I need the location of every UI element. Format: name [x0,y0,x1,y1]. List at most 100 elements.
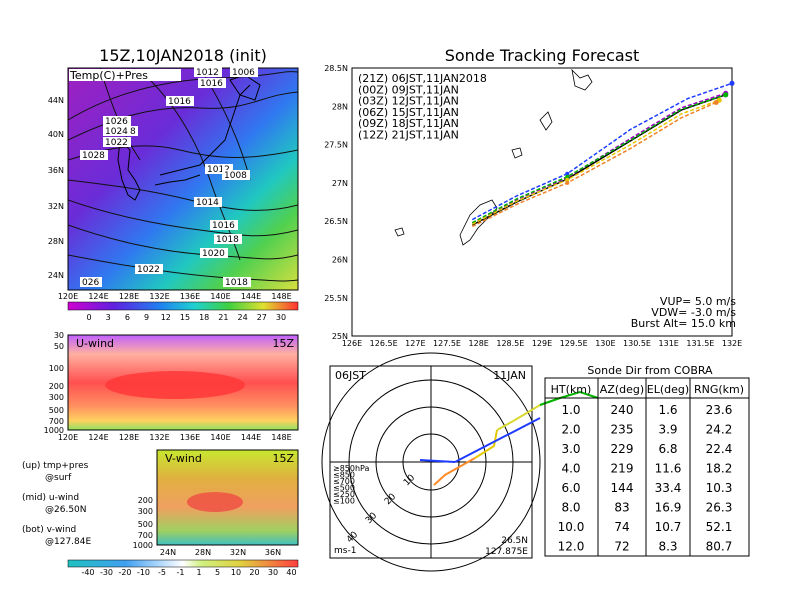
isobar-label: 1016 [200,79,223,89]
track-lat-label: 27.5N [324,141,348,150]
colorbar-tick: -20 [118,568,131,577]
table-header-cell: HT(km) [551,383,592,396]
track-series-line [471,94,726,226]
table-cell: 235 [611,423,634,437]
table-cell: 11.6 [655,462,682,476]
colorbar-tick: -5 [158,568,166,577]
isobar-label-bg [166,96,194,106]
map-lon-label: 128E [119,292,139,301]
track-lat-label: 25.5N [324,294,348,303]
param-vup: VUP= 5.0 m/s [660,295,736,308]
map-lon-label: 124E [88,292,108,301]
table-header: HT(km) AZ(deg) EL(deg) RNG(km) [551,383,744,396]
track-frame [351,67,733,337]
map-lat-label: 36N [48,166,64,175]
colorbar-tick: 0 [86,313,91,322]
u-lon-label: 148E [271,433,291,442]
map-label: Temp(C)+Pres [69,69,148,82]
table-cell: 3.0 [561,442,580,456]
colorbar-tick: 24 [238,313,248,322]
polar-right-label: 11JAN [493,369,526,382]
isobar-label-bg [128,126,138,136]
isobar-label-bg [103,116,131,126]
colorbar-tick: 12 [161,313,171,322]
isobar-label: 8 [130,127,136,137]
isobar-label: 1028 [82,151,105,161]
track-lat-label: 26.5N [324,217,348,226]
table-cell: 24.2 [706,423,733,437]
isobar-label: 1018 [216,235,239,245]
table-cell: 1.0 [561,403,580,417]
map-lon-label: 120E [58,292,78,301]
u-lon-label: 140E [210,433,230,442]
colorbar-tick: -10 [137,568,150,577]
v-wind-lat-labels: 24N 28N 32N 36N [160,548,281,557]
map-lat-label: 32N [48,202,64,211]
track-lon-labels: 126E 126.5E 127E 127.5E 128E 128.5E 129E 129.5E… [342,339,742,348]
track-legend-entry: (09Z) 18JST,11JAN [358,117,459,130]
map-lat-label: 40N [48,130,64,139]
polar-lat: 26.5N [501,536,528,546]
track-lon-label: 127.5E [433,339,461,348]
isobar-label: 1020 [202,249,225,259]
note-mid-2: @26.50N [45,505,87,515]
track-series-line [471,99,720,225]
track-lat-label: 28N [332,102,348,111]
table-cell: 219 [611,462,634,476]
track-series-line [471,101,717,228]
table-cell: 1.6 [658,403,677,417]
u-wind-lon-labels: 120E 124E 128E 132E 136E 140E 144E 148E [58,433,292,442]
polar-units: ms-1 [334,546,356,556]
map-lon-label: 148E [271,292,291,301]
table-cell: 3.9 [658,423,677,437]
isobar-label-bg [198,78,226,88]
track-lon-label: 130E [595,339,615,348]
isobar-label-bg [230,67,258,77]
track-lon-label: 130.5E [623,339,651,348]
table-header-cell: RNG(km) [694,383,744,396]
polar-panel: 10 20 30 40 06JST 11JAN ≥850hPa≤850≤700≤… [321,352,599,572]
isobar-label: 1026 [105,117,128,127]
isobar-label: 1014 [196,198,219,208]
param-vdw: VDW= -3.0 m/s [651,306,736,319]
colorbar-tick: 9 [144,313,149,322]
u-wind-time: 15Z [272,337,294,350]
u-wind-frame [67,334,299,431]
polar-left-label: 06JST [335,369,366,382]
map-title: 15Z,10JAN2018 (init) [99,46,267,65]
table-frame [544,377,750,557]
u-lon-label: 132E [149,433,169,442]
cobra-title: Sonde Dir from COBRA [587,364,713,377]
table-cell: 8.0 [561,501,580,515]
u-lon-label: 136E [180,433,200,442]
isobar-label: 1016 [168,97,191,107]
isobar-label-bg [194,67,222,77]
u-lon-label: 144E [241,433,261,442]
map-lon-label: 144E [241,292,261,301]
table-cell: 144 [611,481,634,495]
isobar-label-bg [214,234,242,244]
isobar-label: 1016 [212,221,235,231]
u-pressure-label: 1000 [44,426,64,435]
pressure-legend-entry: ≥850hPa [333,464,370,473]
colorbar-tick: 40 [286,568,296,577]
pressure-legend: ≥850hPa≤850≤700≤500≤250≤100 [333,464,370,506]
track-legend-entry: (06Z) 15JST,11JAN [358,106,459,119]
table-cell: 229 [611,442,634,456]
track-panel: (21Z) 06JST,11JAN2018(00Z) 09JST,11JAN(0… [324,64,742,348]
table-cell: 240 [611,403,634,417]
wind-colorbar [67,559,299,568]
colorbar-tick: 30 [268,568,278,577]
u-lon-label: 124E [88,433,108,442]
track-mid-point [565,174,570,179]
u-pressure-label: 200 [49,382,64,391]
pressure-legend-entry: ≤250 [333,490,355,499]
v-pressure-label: 700 [138,531,153,540]
colorbar-tick: -30 [100,568,113,577]
v-wind-time: 15Z [272,452,294,465]
track-lon-label: 132E [722,339,742,348]
colorbar-tick: 20 [249,568,259,577]
